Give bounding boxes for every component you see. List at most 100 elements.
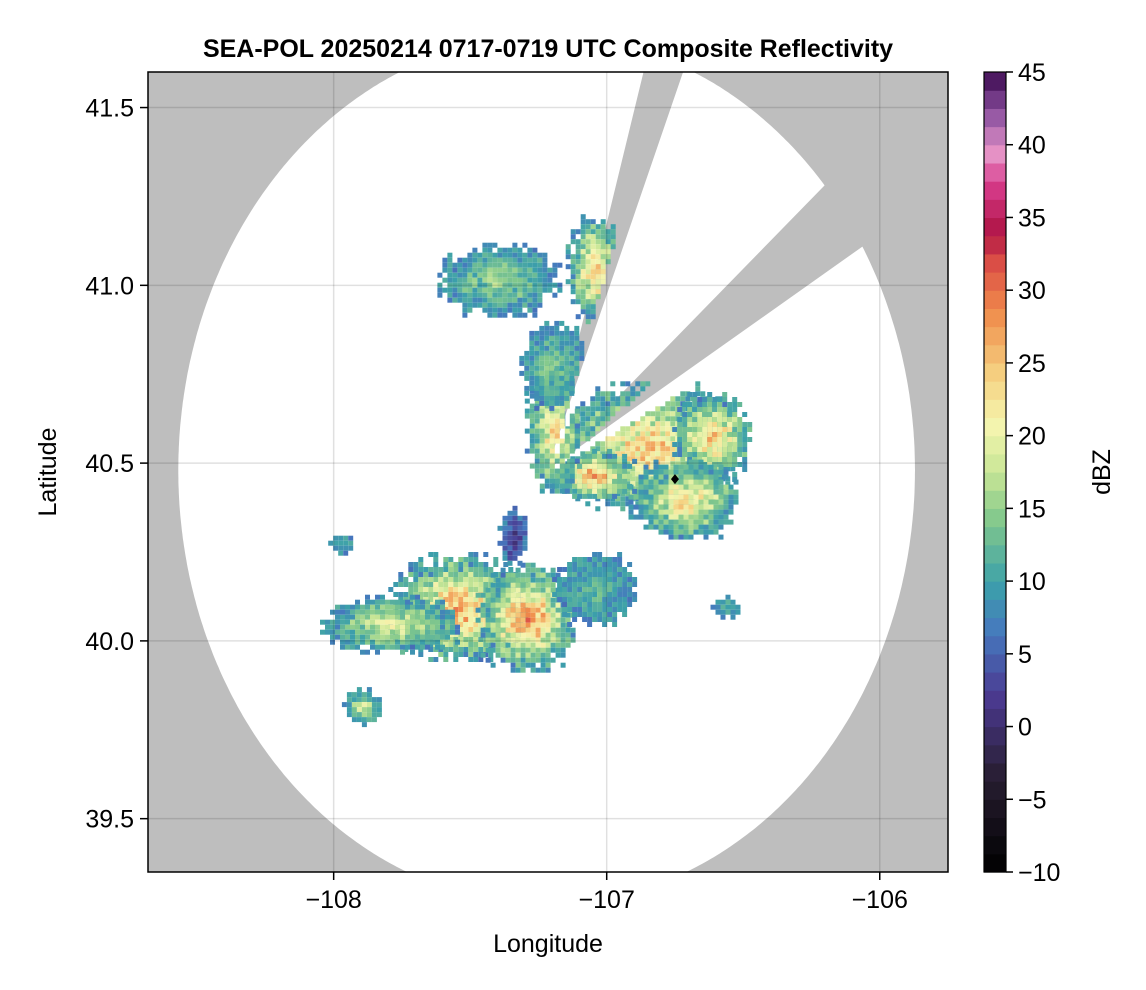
echo-cell — [683, 534, 689, 540]
echo-cell — [472, 287, 478, 293]
echo-cell — [592, 473, 598, 479]
echo-cell — [420, 624, 425, 630]
echo-cell — [475, 607, 481, 613]
echo-cell — [515, 637, 521, 643]
echo-cell — [539, 468, 545, 474]
echo-cell — [737, 452, 743, 457]
echo-cell — [592, 552, 598, 557]
echo-cell — [602, 617, 608, 622]
echo-cell — [645, 426, 651, 432]
echo-cell — [517, 307, 523, 313]
echo-cell — [438, 592, 444, 597]
echo-cell — [582, 572, 588, 577]
echo-cell — [597, 463, 603, 469]
echo-cell — [495, 652, 501, 658]
echo-cell — [500, 607, 506, 613]
echo-cell — [698, 469, 704, 475]
echo-cell — [370, 644, 375, 650]
echo-cell — [600, 416, 606, 422]
echo-cell — [678, 504, 684, 510]
echo-cell — [420, 609, 425, 615]
echo-cell — [665, 436, 671, 442]
echo-cell — [580, 264, 586, 270]
colorbar-segment — [984, 653, 1006, 673]
echo-cell — [463, 637, 469, 642]
colorbar-segment — [984, 362, 1006, 382]
echo-cell — [682, 422, 688, 427]
echo-cell — [559, 423, 565, 429]
echo-cell — [537, 267, 543, 273]
echo-cell — [587, 562, 593, 567]
echo-cell — [575, 259, 581, 265]
echo-cell — [475, 592, 481, 598]
echo-cell — [567, 577, 573, 582]
echo-cell — [600, 441, 606, 447]
echo-cell — [707, 402, 713, 407]
echo-cell — [398, 597, 404, 602]
echo-cell — [708, 509, 714, 515]
echo-cell — [564, 453, 570, 459]
echo-cell — [663, 524, 669, 530]
echo-cell — [398, 592, 404, 597]
echo-cell — [405, 619, 410, 625]
echo-cell — [442, 257, 448, 263]
y-tick-label: 41.0 — [85, 272, 134, 300]
echo-cell — [430, 634, 435, 640]
echo-region — [710, 594, 741, 620]
echo-cell — [569, 365, 575, 371]
echo-cell — [569, 433, 575, 439]
echo-cell — [517, 297, 523, 303]
echo-cell — [473, 567, 479, 572]
echo-cell — [673, 524, 679, 530]
echo-cell — [660, 456, 666, 462]
echo-cell — [590, 229, 596, 235]
echo-cell — [413, 577, 419, 582]
echo-cell — [435, 619, 440, 625]
echo-cell — [728, 489, 734, 495]
echo-cell — [376, 707, 382, 713]
echo-cell — [420, 599, 425, 605]
echo-cell — [544, 438, 550, 444]
echo-cell — [355, 644, 360, 650]
echo-cell — [722, 432, 728, 437]
echo-cell — [653, 489, 659, 495]
echo-cell — [718, 524, 724, 530]
echo-cell — [612, 557, 618, 562]
echo-cell — [648, 489, 654, 495]
echo-cell — [703, 524, 709, 530]
echo-cell — [640, 446, 646, 452]
echo-cell — [495, 597, 501, 603]
echo-cell — [360, 609, 365, 615]
echo-cell — [473, 652, 479, 657]
echo-cell — [600, 396, 606, 402]
echo-cell — [544, 375, 550, 381]
echo-cell — [723, 514, 729, 520]
echo-cell — [477, 297, 483, 303]
echo-cell — [445, 609, 450, 615]
echo-cell — [617, 592, 623, 597]
echo-cell — [655, 421, 661, 427]
echo-cell — [559, 390, 565, 396]
echo-cell — [585, 411, 591, 417]
echo-cell — [638, 514, 644, 520]
echo-cell — [544, 360, 550, 366]
echo-cell — [587, 607, 593, 612]
echo-cell — [492, 267, 498, 273]
echo-cell — [574, 438, 580, 444]
echo-cell — [415, 634, 420, 640]
echo-cell — [547, 267, 553, 273]
echo-cell — [602, 622, 608, 627]
echo-cell — [668, 469, 674, 475]
echo-cell — [448, 587, 454, 592]
echo-cell — [472, 297, 478, 303]
echo-cell — [468, 572, 474, 577]
echo-cell — [688, 459, 694, 465]
echo-cell — [467, 292, 473, 298]
echo-cell — [365, 619, 370, 625]
echo-cell — [525, 572, 531, 578]
echo-cell — [554, 418, 560, 424]
echo-cell — [497, 272, 503, 278]
echo-cell — [582, 463, 588, 469]
echo-cell — [678, 494, 684, 500]
